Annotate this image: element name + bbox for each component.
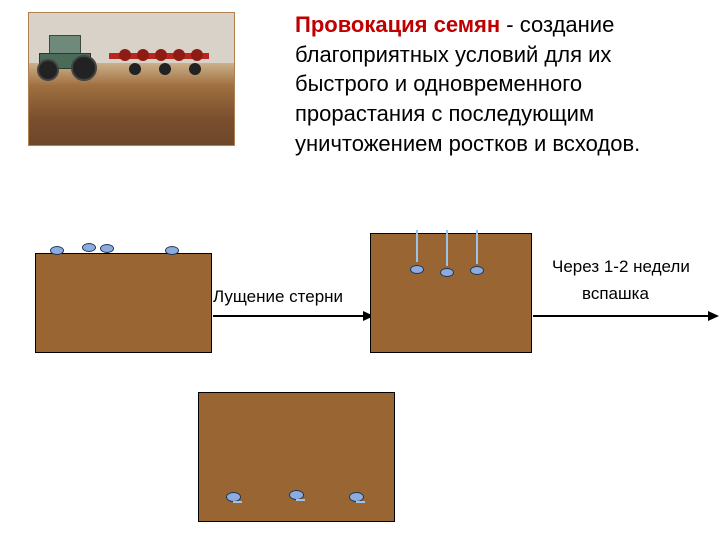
sprout-icon [476,230,478,264]
arrow2-line [533,315,708,317]
seed-icon [470,266,484,275]
stage1-soil [35,253,212,353]
sprout-icon [446,230,448,266]
title: Провокация семян [295,12,500,37]
arrow2-label-bot: вспашка [582,284,649,304]
seed-icon [165,246,179,255]
seed-icon [82,243,96,252]
tractor-icon [39,35,109,77]
seed-icon [410,265,424,274]
root-trace-icon [296,499,305,501]
seed-icon [100,244,114,253]
cultivator-icon [109,45,209,77]
root-trace-icon [356,501,365,503]
tractor-photo [28,12,235,146]
arrow2-label-top: Через 1-2 недели [552,257,690,277]
arrow1-line [213,315,363,317]
description-text: Провокация семян - создание благоприятны… [295,10,695,158]
stage3-soil [198,392,395,522]
stage2-soil [370,233,532,353]
seed-icon [440,268,454,277]
arrow2-head-icon [708,311,719,321]
seed-icon [50,246,64,255]
root-trace-icon [233,501,242,503]
sprout-icon [416,230,418,262]
arrow1-label: Лущение стерни [213,287,343,307]
